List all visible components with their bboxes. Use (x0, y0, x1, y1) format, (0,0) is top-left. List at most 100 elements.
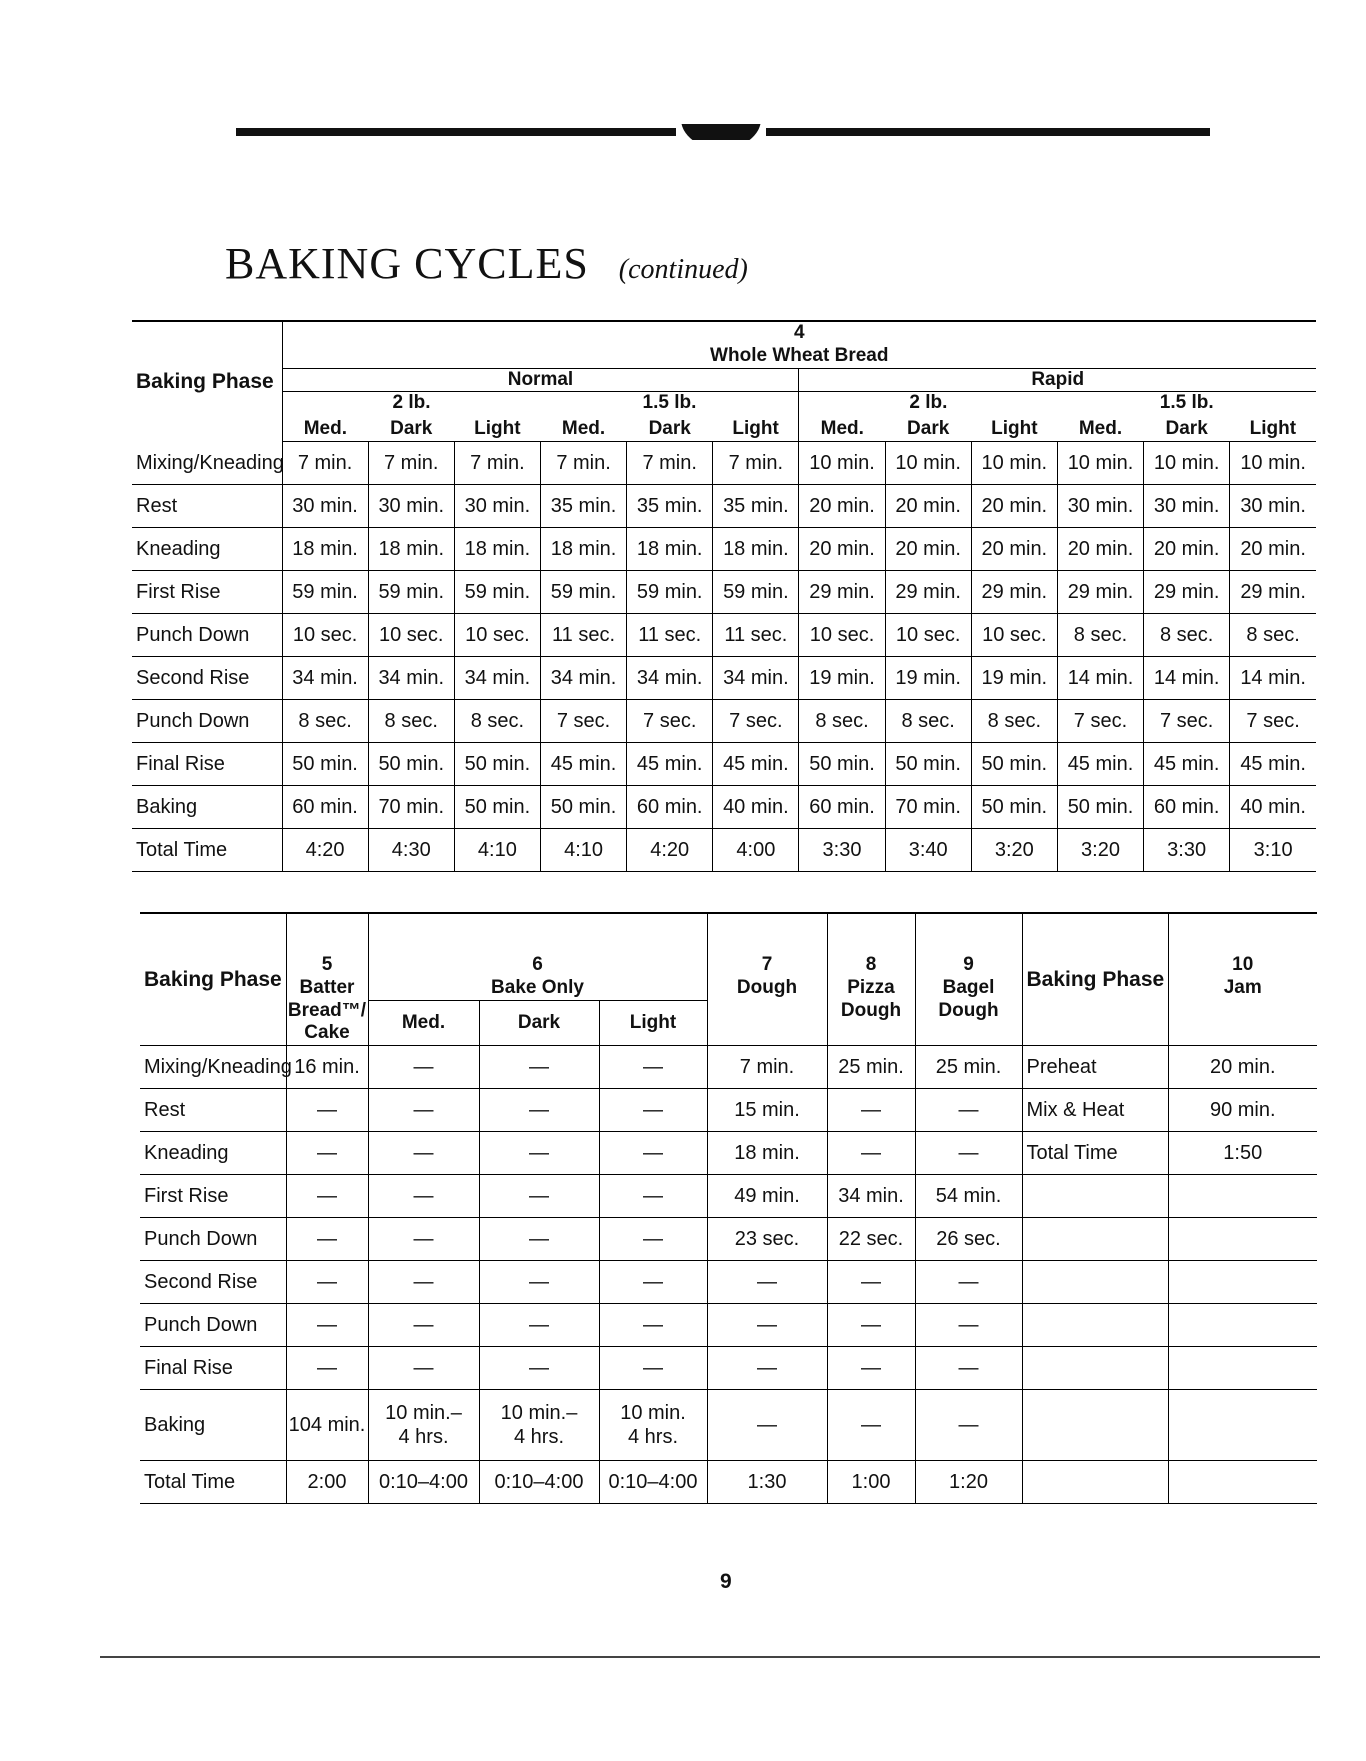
crust-header: Dark (1143, 415, 1230, 443)
cell: — (285, 1088, 368, 1133)
crust-header: Light (712, 415, 799, 443)
empty-cell (1021, 1217, 1168, 1262)
phase-label: Final Rise (140, 1346, 286, 1391)
cell: 7 sec. (1229, 699, 1316, 744)
cell: — (706, 1260, 827, 1305)
cell: — (285, 1346, 368, 1391)
cell: 10 min. (884, 441, 972, 486)
cell: 10 min. (1229, 441, 1316, 486)
cell: — (478, 1303, 599, 1348)
cell: 20 min. (798, 484, 886, 529)
table-row: Mixing/Kneading 16 min. — — —7 min. 25 min. 25… (140, 1045, 1317, 1090)
cell: 19 min. (798, 656, 886, 701)
cell: 14 min. (1229, 656, 1316, 701)
cell: 8 sec. (1143, 613, 1230, 658)
cell: 20 min. (970, 527, 1058, 572)
phase-label: Rest (132, 484, 282, 529)
cell: 34 min. (826, 1174, 915, 1219)
table-row: Punch Down 10 sec. 10 sec. 10 sec. 11 sec. 11… (132, 613, 1316, 658)
cell: 14 min. (1143, 656, 1230, 701)
cell: 34 min. (453, 656, 541, 701)
cell: 4:20 (626, 828, 713, 873)
table-row: Kneading 18 min. 18 min. 18 min. 18 min. 18 m… (132, 527, 1316, 572)
cell: 16 min. (285, 1045, 368, 1090)
cell: 4:10 (539, 828, 627, 873)
crust-header: Dark (478, 1000, 599, 1047)
empty-cell (1021, 1174, 1168, 1219)
cell: — (706, 1389, 827, 1462)
cell: 7 min. (539, 441, 627, 486)
cell: 29 min. (798, 570, 886, 615)
cell: 50 min. (1056, 785, 1144, 830)
phase-header: Baking Phase (140, 913, 286, 1047)
cell: 14 min. (1056, 656, 1144, 701)
phase-label: Punch Down (140, 1217, 286, 1262)
cell: 59 min. (453, 570, 541, 615)
crust-header: Med. (540, 415, 627, 443)
phase-label: Kneading (132, 527, 282, 572)
phase-label: Mixing/Kneading (132, 441, 284, 486)
cell: — (826, 1131, 915, 1176)
crust-header: Dark (368, 415, 455, 443)
cell: 18 min. (706, 1131, 827, 1176)
empty-cell (1167, 1460, 1317, 1505)
cell: 7 min. (367, 441, 455, 486)
cell: — (598, 1088, 707, 1133)
cell: 45 min. (712, 742, 799, 787)
cycle-name: Dough (736, 976, 798, 998)
table-row: Total Time 4:20 4:30 4:10 4:10 4:20 4:00 3:30 3:… (132, 828, 1316, 873)
cell: 20 min. (1143, 527, 1230, 572)
cycle-header: 6 Bake Only (367, 913, 707, 1002)
header-row: Baking Phase 5 Batter Bread™/ Cake 6 Bake On… (140, 913, 1317, 1047)
cell: 10 min. (798, 441, 886, 486)
cell: 10 min.– 4 hrs. (478, 1389, 599, 1462)
empty-cell (1167, 1303, 1317, 1348)
mode-header: Rapid (798, 368, 1316, 393)
cell: 18 min. (626, 527, 713, 572)
cell: — (367, 1174, 479, 1219)
cell: 45 min. (1229, 742, 1316, 787)
cell: 59 min. (367, 570, 455, 615)
table-row: Rest — — — —15 min. — — Mix & Heat 90 min. (140, 1088, 1317, 1133)
cell: 35 min. (626, 484, 713, 529)
size-header: 1.5 lb. (642, 392, 697, 414)
cell: — (598, 1303, 707, 1348)
cell: — (598, 1045, 707, 1090)
cell: 20 min. (798, 527, 886, 572)
cell: — (914, 1389, 1022, 1462)
cell: 29 min. (1056, 570, 1144, 615)
cell: — (478, 1045, 599, 1090)
cell: — (826, 1346, 915, 1391)
table-row: Second Rise — — — — — — — (140, 1260, 1317, 1305)
table-row: Mixing/Kneading 7 min. 7 min. 7 min. 7 min. 7… (132, 441, 1316, 486)
cell: 18 min. (281, 527, 369, 572)
cell: 70 min. (884, 785, 972, 830)
cell: 1:00 (826, 1460, 915, 1505)
cell: — (478, 1174, 599, 1219)
cell: 7 min. (712, 441, 799, 486)
cell: 26 sec. (914, 1217, 1022, 1262)
cell: — (367, 1088, 479, 1133)
cell: 60 min. (1143, 785, 1230, 830)
cell: — (285, 1174, 368, 1219)
cell: 20 min. (1167, 1045, 1317, 1090)
cell: 60 min. (626, 785, 713, 830)
cycle-header: 4 Whole Wheat Bread (281, 321, 1316, 369)
empty-cell (1021, 1303, 1168, 1348)
table-row: First Rise 59 min. 59 min. 59 min. 59 min. 59… (132, 570, 1316, 615)
cell: 20 min. (1056, 527, 1144, 572)
empty-cell (1021, 1389, 1168, 1462)
cell: 30 min. (367, 484, 455, 529)
table-row: Baking 104 min. 10 min.– 4 hrs. 10 min.– 4 … (140, 1389, 1317, 1462)
cell: 4:20 (281, 828, 369, 873)
cell: 29 min. (884, 570, 972, 615)
cell: 50 min. (970, 742, 1058, 787)
cell: 3:20 (1056, 828, 1144, 873)
cell: 10 min. (1143, 441, 1230, 486)
cell: 34 min. (281, 656, 369, 701)
table-row: Final Rise 50 min. 50 min. 50 min. 45 min. 45… (132, 742, 1316, 787)
cell: 59 min. (539, 570, 627, 615)
cell: — (367, 1346, 479, 1391)
cycle-number: 10 (1232, 954, 1254, 975)
